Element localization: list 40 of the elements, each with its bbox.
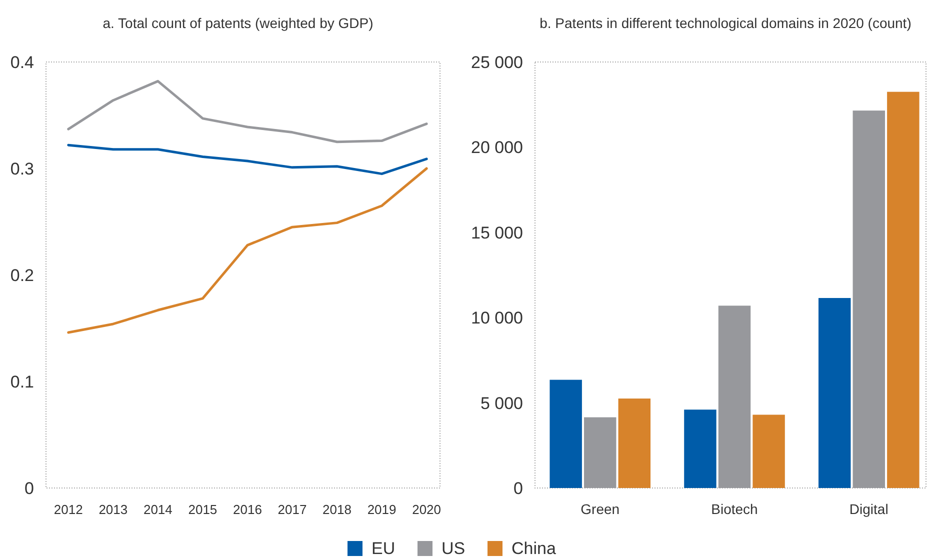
y-tick-label: 0.4 xyxy=(10,52,34,72)
x-tick-label: Green xyxy=(580,501,620,517)
bar xyxy=(584,417,616,488)
y-tick-label: 25 000 xyxy=(471,52,523,72)
x-tick-label: 2014 xyxy=(143,502,172,517)
x-tick-label: 2018 xyxy=(322,502,352,517)
legend-label: EU xyxy=(372,539,396,558)
x-tick-label: 2017 xyxy=(278,502,307,517)
bar xyxy=(618,398,651,488)
x-tick-label: 2016 xyxy=(233,502,262,517)
y-tick-label: 20 000 xyxy=(471,138,523,158)
x-tick-label: 2012 xyxy=(54,502,83,517)
y-tick-label: 0.2 xyxy=(10,266,34,285)
chart-title: b. Patents in different technological domains in 2020 (count) xyxy=(540,15,912,31)
y-tick-label: 10 000 xyxy=(471,308,523,328)
x-tick-label: 2020 xyxy=(412,502,442,517)
bar xyxy=(887,92,920,488)
legend-label: US xyxy=(442,539,466,558)
y-tick-label: 0.3 xyxy=(10,159,34,178)
bar xyxy=(752,414,785,488)
y-tick-label: 15 000 xyxy=(471,223,523,242)
bar xyxy=(818,298,851,488)
x-tick-label: 2019 xyxy=(367,502,396,517)
line-series xyxy=(67,167,428,334)
x-tick-label: Digital xyxy=(849,501,888,517)
bar xyxy=(852,110,885,488)
y-tick-label: 0 xyxy=(514,478,523,498)
line-series xyxy=(67,144,428,176)
x-tick-label: 2015 xyxy=(188,502,218,517)
x-tick-label: 2013 xyxy=(98,502,128,517)
y-tick-label: 0.1 xyxy=(10,372,34,392)
bar xyxy=(684,410,716,488)
chart-title: a. Total count of patents (weighted by GDP) xyxy=(102,15,374,31)
y-tick-label: 0 xyxy=(24,478,34,498)
legend-label: China xyxy=(512,539,556,558)
bar xyxy=(550,380,582,488)
y-tick-label: 5 000 xyxy=(480,394,523,413)
x-tick-label: Biotech xyxy=(711,501,758,517)
line-series xyxy=(67,80,428,144)
bar xyxy=(718,306,751,488)
